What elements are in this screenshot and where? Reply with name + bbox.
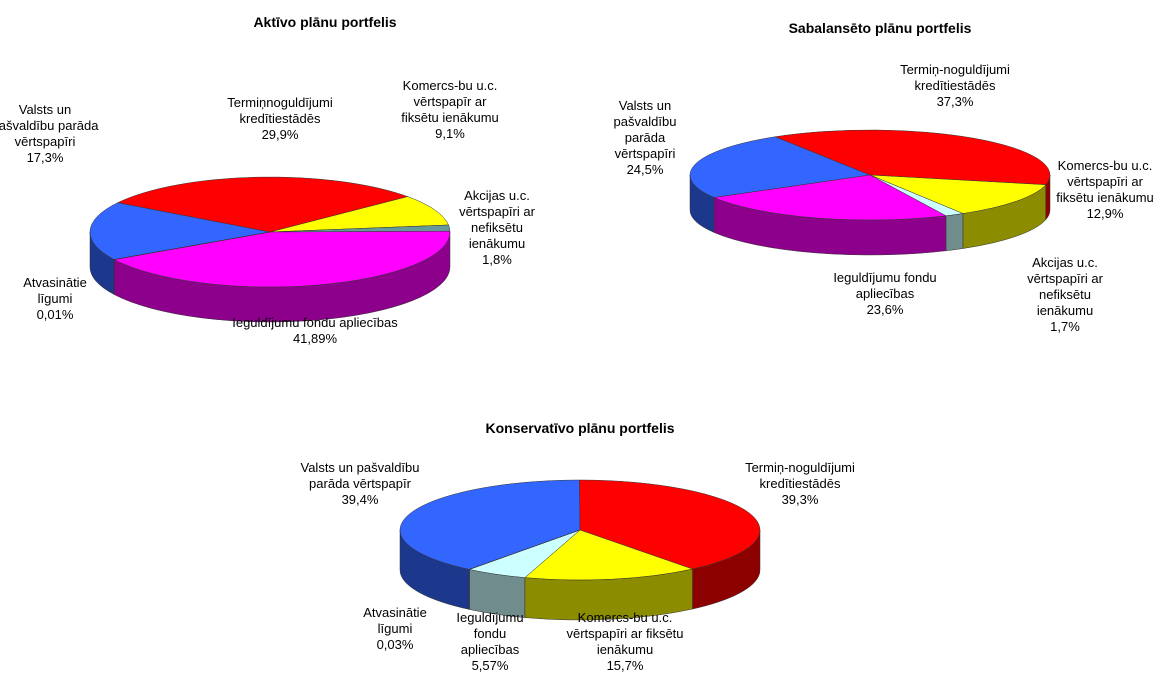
value-label: 12,9%: [1086, 206, 1124, 221]
category-name: Valsts un pašvaldību parāda vērtspapīri: [613, 98, 677, 161]
slice-label: Akcijas u.c. vērtspapīri ar nefiksētu ie…: [1010, 255, 1120, 335]
slice-label: Valsts un pašvaldību parāda vērtspapīri 2…: [600, 98, 690, 178]
pie-0: [89, 176, 451, 323]
slice-label: Valsts un pašvaldību parāda vērtspapīri 1…: [0, 102, 100, 166]
category-name: Termiņnoguldījumi kredītiestādēs: [227, 95, 333, 126]
slice: [399, 479, 581, 570]
slice-label: Ieguldījumu fondu apliecības 5,57%: [445, 610, 535, 674]
value-label: 29,9%: [261, 127, 299, 142]
slice: [579, 479, 761, 570]
slice: [113, 231, 271, 260]
category-name: Atvasinātie līgumi: [363, 605, 427, 636]
category-name: Akcijas u.c. vērtspapīri ar nefiksētu ie…: [459, 188, 535, 251]
category-name: Atvasinātie līgumi: [23, 275, 87, 306]
value-label: 39,4%: [341, 492, 379, 507]
category-name: Komercs-bu u.c. vērtspapīri ar fiksētu i…: [1056, 158, 1154, 205]
value-label: 37,3%: [936, 94, 974, 109]
category-name: Valsts un pašvaldību parāda vērtspapīri: [0, 102, 99, 149]
category-name: Ieguldījumu fondu apliecības: [833, 270, 937, 301]
slice-label: Komercs-bu u.c. vērtspapīr ar fiksētu ie…: [395, 78, 505, 142]
slice: [468, 529, 581, 570]
slice-label: Ieguldījumu fondu apliecības 41,89%: [225, 315, 405, 347]
pie-1: [689, 129, 1051, 256]
pie-2: [399, 479, 761, 621]
value-label: 5,57%: [471, 658, 509, 673]
value-label: 1,7%: [1050, 319, 1080, 334]
category-name: Termiņ-noguldījumi kredītiestādēs: [745, 460, 855, 491]
slice: [774, 129, 1051, 185]
slice: [113, 230, 451, 288]
slice: [689, 136, 871, 198]
slice-label: Atvasinātie līgumi 0,01%: [10, 275, 100, 323]
slice: [89, 202, 271, 260]
category-name: Akcijas u.c. vērtspapīri ar nefiksētu ie…: [1027, 255, 1103, 318]
value-label: 9,1%: [435, 126, 465, 141]
value-label: 0,01%: [36, 307, 74, 322]
slice-label: Termiņnoguldījumi kredītiestādēs 29,9%: [205, 95, 355, 143]
value-label: 15,7%: [606, 658, 644, 673]
slice-side: [945, 213, 964, 252]
slice: [713, 174, 947, 221]
slice-label: Valsts un pašvaldību parāda vērtspapīr 39…: [290, 460, 430, 508]
category-name: Komercs-bu u.c. vērtspapīri ar fiksētu i…: [566, 610, 684, 657]
slice: [117, 176, 409, 233]
value-label: 1,8%: [482, 252, 512, 267]
value-label: 41,89%: [292, 331, 338, 346]
value-label: 23,6%: [866, 302, 904, 317]
slice: [524, 529, 694, 581]
chart-title: Aktīvo plānu portfelis: [253, 14, 397, 30]
chart-title: Sabalansēto plānu portfelis: [788, 20, 972, 36]
slice-label: Ieguldījumu fondu apliecības 23,6%: [810, 270, 960, 318]
slice-label: Komercs-bu u.c. vērtspapīri ar fiksētu i…: [1055, 158, 1155, 222]
slice-label: Komercs-bu u.c. vērtspapīri ar fiksētu i…: [560, 610, 690, 674]
value-label: 17,3%: [26, 150, 64, 165]
value-label: 0,03%: [376, 637, 414, 652]
category-name: Valsts un pašvaldību parāda vērtspapīr: [300, 460, 420, 491]
slice: [269, 196, 449, 233]
slice-label: Akcijas u.c. vērtspapīri ar nefiksētu ie…: [452, 188, 542, 268]
category-name: Termiņ-noguldījumi kredītiestādēs: [900, 62, 1010, 93]
chart-title: Konservatīvo plānu portfelis: [485, 420, 675, 436]
category-name: Ieguldījumu fondu apliecības: [456, 610, 524, 657]
slice-label: Termiņ-noguldījumi kredītiestādēs 39,3%: [745, 460, 855, 508]
slice-label: Atvasinātie līgumi 0,03%: [355, 605, 435, 653]
slice: [869, 174, 1047, 214]
slice-label: Termiņ-noguldījumi kredītiestādēs 37,3%: [900, 62, 1010, 110]
value-label: 24,5%: [626, 162, 664, 177]
category-name: Ieguldījumu fondu apliecības: [232, 315, 398, 330]
value-label: 39,3%: [781, 492, 819, 507]
category-name: Komercs-bu u.c. vērtspapīr ar fiksētu ie…: [401, 78, 499, 125]
